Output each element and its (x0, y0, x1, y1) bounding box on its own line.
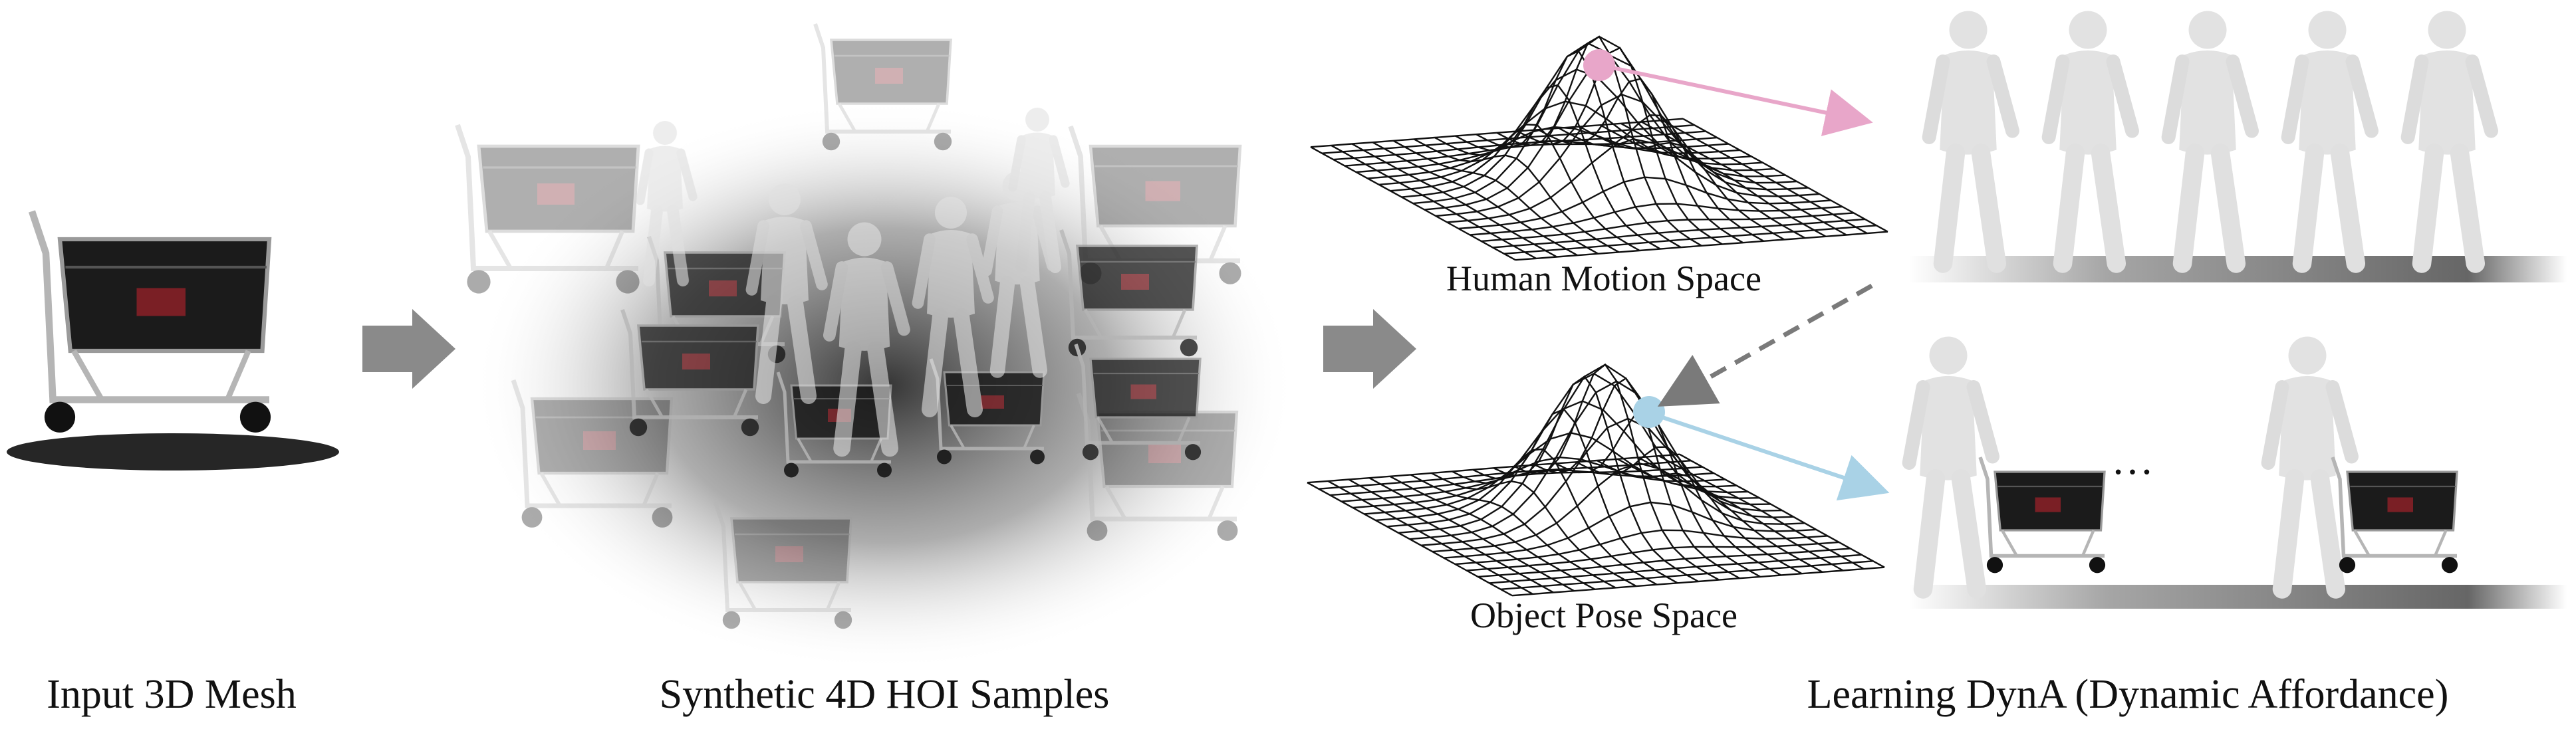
surface-grid-line (1515, 231, 1888, 261)
surface-grid-line (1478, 548, 1851, 578)
arrow-right-icon (362, 309, 455, 389)
arrow-right-icon (1323, 309, 1416, 389)
human-motion-arrow (1612, 66, 1873, 136)
surface-grid-line (1500, 560, 1873, 590)
walking-humans-row (1908, 11, 2567, 282)
surface-grid-line (1638, 457, 1844, 572)
label-object-pose-space: Object Pose Space (1470, 595, 1738, 635)
surface-grid-line (1641, 121, 1847, 236)
surface-grid-line (1436, 93, 1809, 217)
label-human-motion-space: Human Motion Space (1446, 259, 1761, 298)
surface-grid-line (1662, 120, 1868, 235)
ellipsis-text: … (2111, 436, 2158, 483)
caption-learning-dyna: Learning DynA (Dynamic Affordance) (1807, 672, 2449, 717)
surface-grid-line (1658, 455, 1865, 570)
object-pose-surface-icon (1307, 363, 1885, 597)
caption-input-mesh: Input 3D Mesh (47, 672, 297, 717)
surface-grid-line (1511, 566, 1885, 597)
pushing-cart-row (1908, 337, 2567, 609)
surface-grid-line (1503, 225, 1876, 255)
object-pose-arrow (1662, 415, 1890, 501)
surface-grid-line (1492, 218, 1865, 249)
human-motion-surface-icon (1310, 35, 1888, 261)
surface-grid-line (1489, 554, 1862, 584)
dashed-link-arrow (1657, 283, 1873, 407)
caption-synthetic-samples: Synthetic 4D HOI Samples (659, 672, 1110, 717)
surface-grid-line (1455, 84, 1661, 250)
human-motion-point (1583, 49, 1615, 81)
input-mesh-cart-icon (7, 211, 339, 470)
surface-grid-line (1481, 212, 1854, 243)
hoi-samples-cluster (457, 24, 1297, 671)
surface-grid-line (1472, 408, 1678, 584)
surface-grid-line (1679, 453, 1885, 568)
surface-grid-line (1682, 118, 1888, 233)
object-pose-point (1633, 396, 1665, 428)
